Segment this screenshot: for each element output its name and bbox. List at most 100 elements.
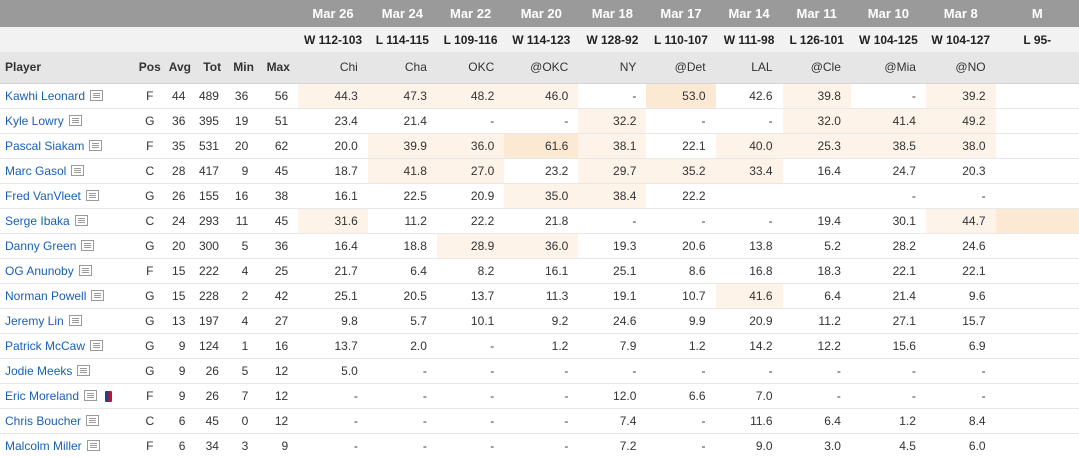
- player-news-icon[interactable]: [68, 314, 82, 326]
- player-name-cell: OG Anunoby: [0, 258, 135, 283]
- tot-cell: 531: [198, 138, 219, 153]
- game-date-header: Mar 11: [796, 6, 837, 21]
- player-row: Malcolm Miller F 6 34 3 9 - - - - 7.2 - 9.0 3.0 4.5 6.0: [0, 433, 1079, 457]
- game-score-cell: [996, 83, 1079, 108]
- game-score-cell: 46.0: [504, 83, 579, 108]
- game-score-cell: -: [981, 363, 986, 378]
- tot-column-header[interactable]: Tot: [203, 60, 222, 75]
- pos-cell: G: [145, 313, 155, 328]
- opponent-column-header[interactable]: @Mia: [884, 60, 916, 75]
- game-score-cell: 38.0: [925, 133, 996, 158]
- game-date-header: Mar 10: [867, 6, 909, 21]
- pos-cell: F: [146, 438, 154, 453]
- opponent-column-header[interactable]: Chi: [339, 60, 358, 75]
- tot-cell: 155: [198, 188, 219, 203]
- player-name-link[interactable]: Serge Ibaka: [5, 213, 70, 228]
- player-news-icon[interactable]: [71, 164, 85, 176]
- player-news-icon[interactable]: [68, 114, 82, 126]
- avg-cell: 36: [172, 113, 186, 128]
- min-cell: 19: [234, 113, 249, 128]
- opponent-column-header[interactable]: LAL: [751, 60, 773, 75]
- opponent-column-header[interactable]: @OKC: [530, 60, 569, 75]
- player-news-icon[interactable]: [74, 214, 88, 226]
- player-news-icon[interactable]: [90, 89, 104, 101]
- avg-column-header[interactable]: Avg: [168, 60, 191, 75]
- player-column-header[interactable]: Player: [5, 60, 42, 75]
- player-row: Serge Ibaka C 24 293 11 45 31.6 11.2 22.2 21.8 - - -…: [0, 208, 1079, 233]
- game-score-cell: 7.9: [619, 338, 637, 353]
- game-score-cell: 6.4: [824, 288, 841, 303]
- player-name-link[interactable]: Jodie Meeks: [5, 363, 73, 378]
- player-name-link[interactable]: Eric Moreland: [5, 388, 80, 403]
- max-cell: 45: [274, 213, 289, 228]
- player-news-icon[interactable]: [86, 439, 100, 451]
- player-row: Eric Moreland F 9 26 7 12 - - - - 12.0 6.6 7.0 - - -: [0, 383, 1079, 408]
- player-name-link[interactable]: Norman Powell: [5, 288, 87, 303]
- player-name-link[interactable]: Danny Green: [5, 238, 77, 253]
- avg-cell: 15: [172, 263, 186, 278]
- player-news-icon[interactable]: [86, 414, 100, 426]
- game-date-header: Mar 17: [660, 6, 702, 21]
- player-news-icon[interactable]: [89, 139, 103, 151]
- player-news-icon[interactable]: [78, 264, 92, 276]
- game-score-cell: -: [911, 88, 916, 103]
- min-cell: 16: [234, 188, 249, 203]
- game-score-cell: [783, 183, 851, 208]
- avg-cell: 35: [172, 138, 186, 153]
- player-name-link[interactable]: Kyle Lowry: [5, 113, 64, 128]
- player-name-link[interactable]: Chris Boucher: [5, 413, 82, 428]
- player-news-icon[interactable]: [90, 339, 104, 351]
- opponent-column-header[interactable]: @Cle: [810, 60, 841, 75]
- player-name-link[interactable]: Kawhi Leonard: [5, 88, 86, 103]
- tot-cell: 45: [205, 413, 219, 428]
- avg-cell: 20: [172, 238, 186, 253]
- game-score-cell: 18.8: [403, 238, 427, 253]
- player-name-link[interactable]: Malcolm Miller: [5, 438, 82, 453]
- player-name-link[interactable]: Marc Gasol: [5, 163, 67, 178]
- min-column-header[interactable]: Min: [233, 60, 254, 75]
- player-news-icon[interactable]: [81, 239, 95, 251]
- player-news-icon[interactable]: [77, 364, 91, 376]
- opponent-column-header[interactable]: Cha: [404, 60, 427, 75]
- player-name-link[interactable]: Jeremy Lin: [5, 313, 64, 328]
- avg-cell: 13: [172, 313, 186, 328]
- game-score-cell: 9.6: [968, 288, 986, 303]
- game-score-cell: 38.1: [578, 133, 647, 158]
- opponent-column-header[interactable]: OKC: [468, 60, 495, 75]
- game-score-cell: 23.4: [334, 113, 358, 128]
- game-score-cell: 5.7: [410, 313, 427, 328]
- player-news-icon[interactable]: [84, 389, 98, 401]
- game-score-cell: 7.2: [619, 438, 637, 453]
- game-score-cell: [996, 433, 1079, 457]
- game-score-cell: 20.5: [403, 288, 427, 303]
- player-name-link[interactable]: OG Anunoby: [5, 263, 74, 278]
- opponent-column-header[interactable]: @NO: [955, 60, 986, 75]
- pos-cell: G: [145, 113, 155, 128]
- game-score-cell: 18.3: [817, 263, 841, 278]
- game-result-header: L 95-: [1023, 32, 1052, 47]
- game-score-cell: 16.4: [334, 238, 358, 253]
- game-score-cell: -: [422, 438, 427, 453]
- player-news-icon[interactable]: [85, 189, 99, 201]
- avg-cell: 44: [172, 88, 186, 103]
- avg-cell: 26: [172, 188, 186, 203]
- game-date-header: Mar 18: [591, 6, 633, 21]
- player-name-link[interactable]: Patrick McCaw: [5, 338, 86, 353]
- game-score-cell: 2.0: [410, 338, 427, 353]
- player-news-icon[interactable]: [91, 289, 105, 301]
- player-name-link[interactable]: Fred VanVleet: [5, 188, 81, 203]
- pos-cell: F: [146, 88, 154, 103]
- tot-cell: 300: [198, 238, 219, 253]
- game-date-row: Mar 26 Mar 24 Mar 22 Mar 20 Mar 18 Mar 17 Mar …: [0, 0, 1079, 27]
- player-name-link[interactable]: Pascal Siakam: [5, 138, 85, 153]
- opponent-column-header[interactable]: [996, 52, 1079, 83]
- game-score-cell: -: [768, 213, 773, 228]
- max-column-header[interactable]: Max: [266, 60, 290, 75]
- game-score-cell: -: [981, 188, 986, 203]
- player-row: Jodie Meeks G 9 26 5 12 5.0 - - - - - - - - -: [0, 358, 1079, 383]
- game-score-cell: 9.2: [551, 313, 569, 328]
- opponent-column-header[interactable]: @Det: [674, 60, 706, 75]
- pos-column-header[interactable]: Pos: [138, 60, 161, 75]
- opponent-column-header[interactable]: NY: [619, 60, 637, 75]
- tot-cell: 417: [198, 163, 219, 178]
